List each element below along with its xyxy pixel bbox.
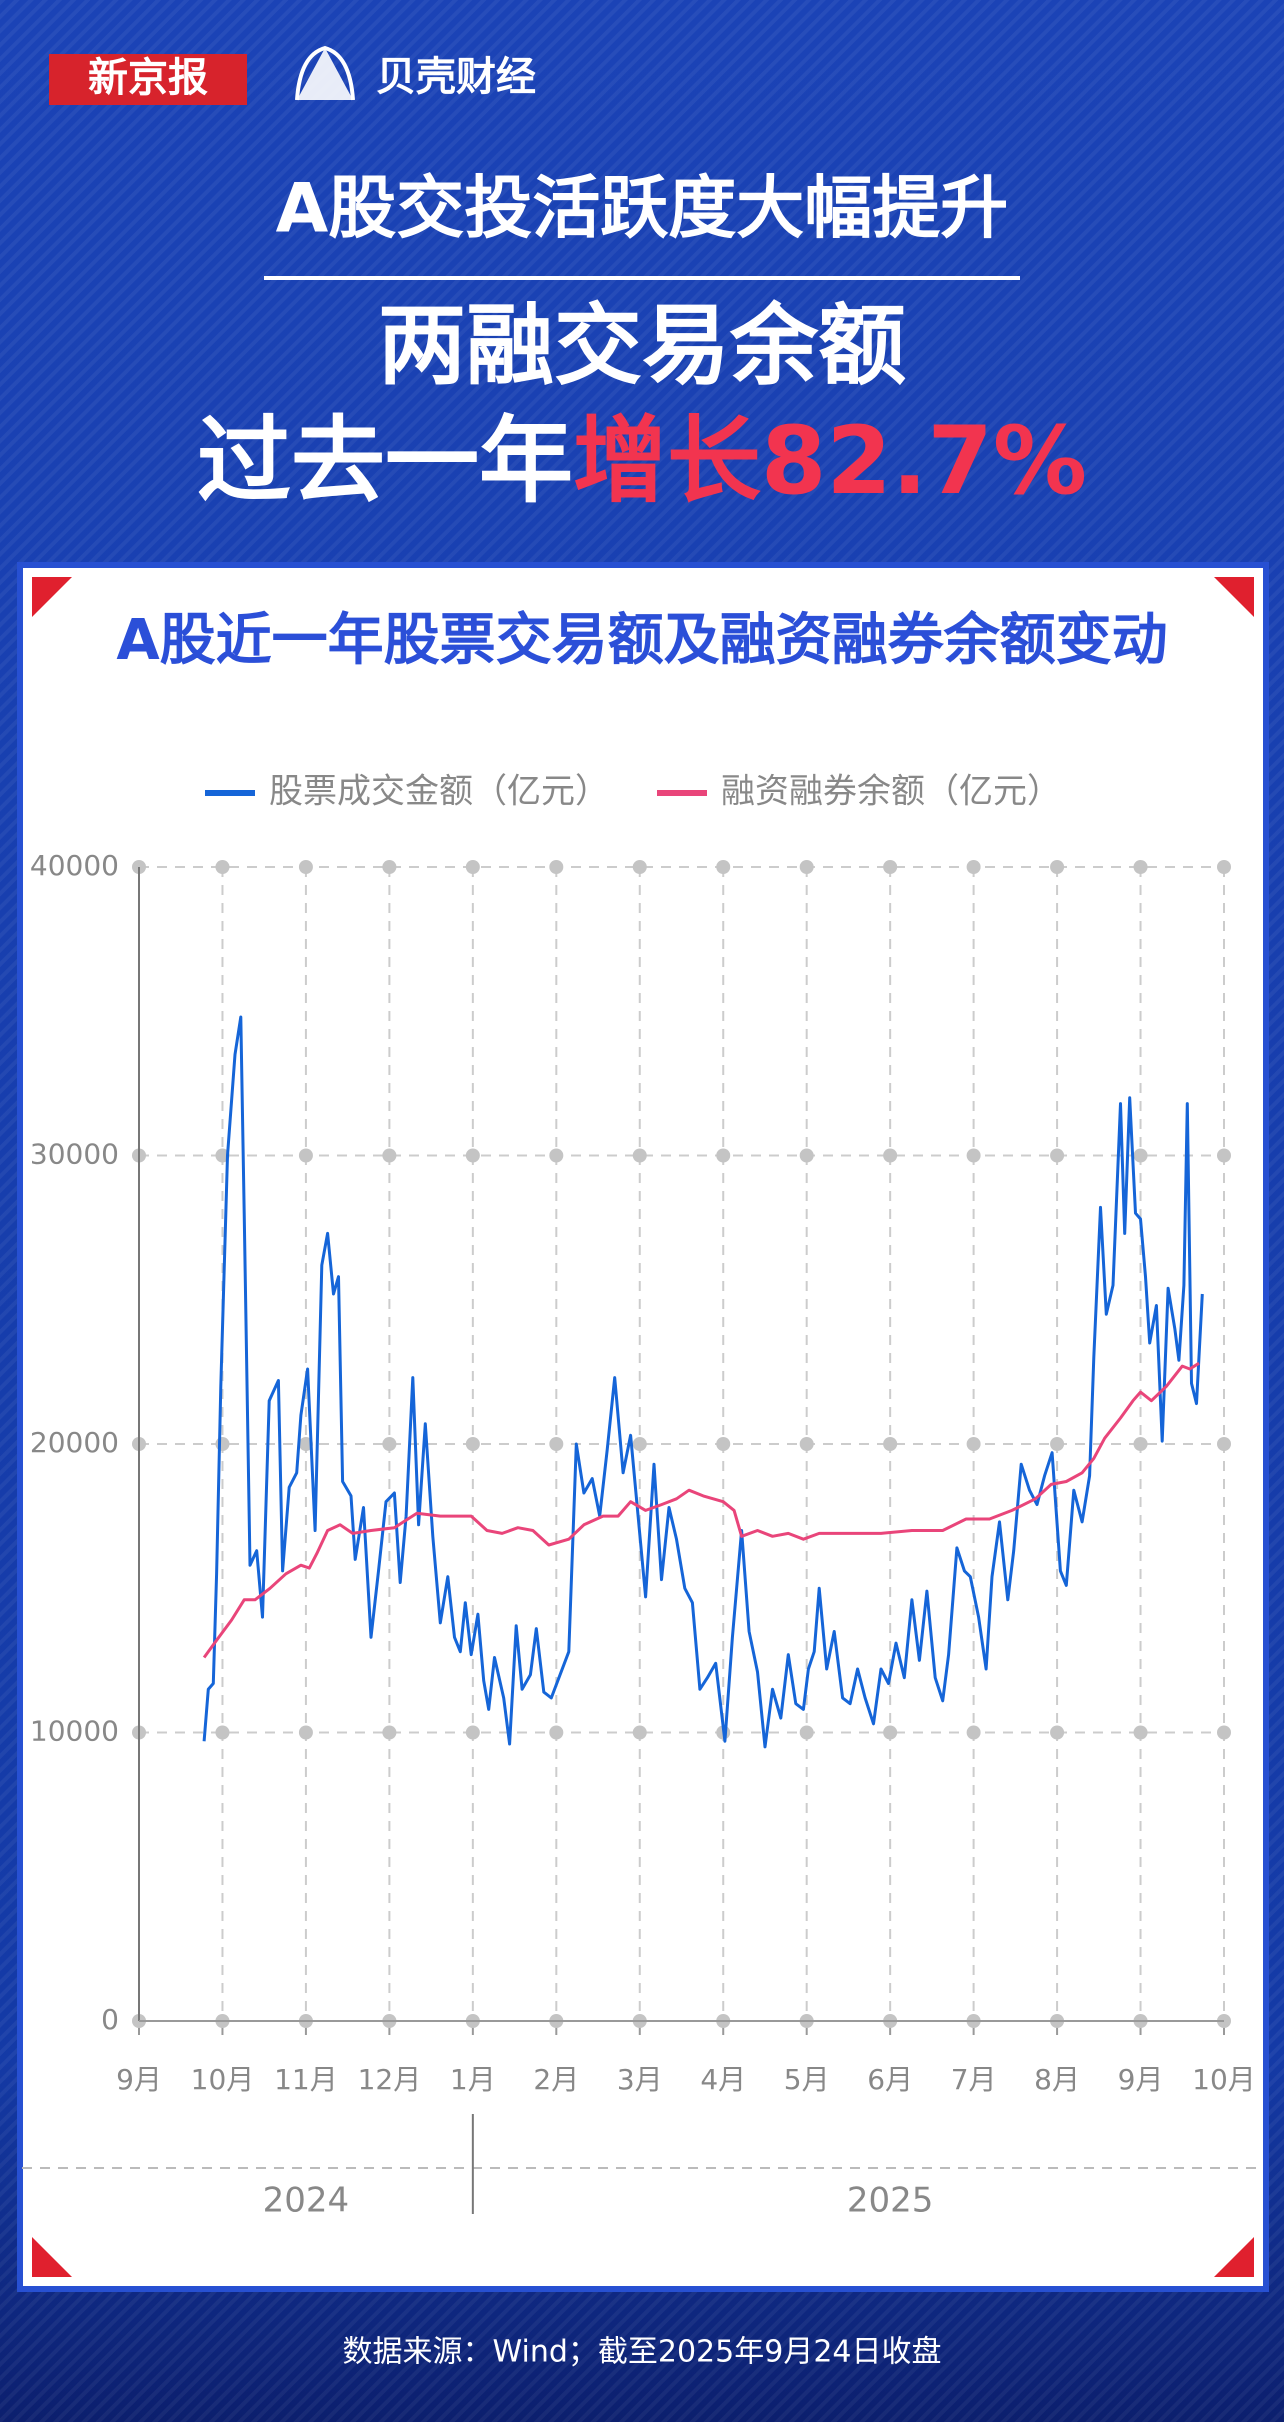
subline-2: 过去一年增长82.7% [197, 407, 1087, 516]
y-tick-label: 0 [101, 2003, 119, 2036]
grid-dot [215, 1725, 230, 1740]
x-tick-label: 11月 [274, 2063, 338, 2096]
subline-2-prefix: 过去一年 [197, 407, 573, 516]
x-tick-label: 3月 [617, 2063, 663, 2096]
grid-dot [799, 1437, 814, 1451]
year-label: 2025 [847, 2181, 934, 2221]
grid-dot [1217, 1148, 1231, 1163]
x-tick-label: 5月 [784, 2063, 830, 2096]
x-tick-label: 9月 [1118, 2063, 1164, 2096]
grid-dot [382, 1725, 397, 1740]
grid-dot [1050, 1437, 1065, 1451]
grid-dot [1133, 1148, 1148, 1163]
grid-dot [966, 1437, 981, 1451]
series-line [202, 1015, 1204, 1749]
y-tick-label: 30000 [30, 1138, 119, 1171]
grid-dot [298, 1148, 313, 1163]
x-tick-label: 1月 [450, 2063, 496, 2096]
grid-dot [1217, 860, 1231, 874]
grid-dot [549, 1148, 564, 1163]
grid-dot [966, 860, 981, 874]
logo-box [49, 54, 247, 105]
x-tick-label: 4月 [700, 2063, 746, 2096]
grid-dot [549, 860, 564, 874]
y-tick-label: 20000 [30, 1426, 119, 1459]
grid-dot [382, 1437, 397, 1451]
x-tick-label: 10月 [1192, 2063, 1256, 2096]
grid-dot [966, 1148, 981, 1163]
grid-dot [1217, 1437, 1231, 1451]
year-label: 2024 [263, 2181, 350, 2221]
grid-dot [1217, 1725, 1231, 1740]
shell-icon [295, 45, 355, 101]
grid-dot [1050, 1725, 1065, 1740]
headline: A股交投活跃度大幅提升 [276, 170, 1009, 249]
grid-dot [1133, 1725, 1148, 1740]
grid-dot [716, 1437, 731, 1451]
legend-label: 融资融券余额（亿元） [721, 772, 1061, 812]
grid-dot [549, 1725, 564, 1740]
subline-1: 两融交易余额 [378, 294, 906, 397]
grid-dot [465, 860, 480, 874]
x-tick-label: 12月 [358, 2063, 422, 2096]
grid-dot [1133, 1437, 1148, 1451]
x-tick-label: 7月 [951, 2063, 997, 2096]
grid-dot [298, 860, 313, 874]
legend-label: 股票成交金额（亿元） [269, 772, 609, 812]
x-tick-label: 8月 [1034, 2063, 1080, 2096]
grid-dot [883, 860, 898, 874]
x-tick-label: 9月 [116, 2063, 162, 2096]
y-tick-label: 10000 [30, 1715, 119, 1748]
logo-left: 新京报 [88, 54, 208, 101]
grid-dot [799, 860, 814, 874]
grid-dot [298, 1725, 313, 1740]
grid-dot [215, 860, 230, 874]
grid-dot [632, 1148, 647, 1163]
x-tick-label: 2月 [533, 2063, 579, 2096]
grid-dot [1133, 860, 1148, 874]
x-tick-label: 6月 [867, 2063, 913, 2096]
grid-dot [883, 1725, 898, 1740]
grid-dot [883, 1148, 898, 1163]
grid-dot [716, 1148, 731, 1163]
grid-dot [799, 1725, 814, 1740]
grid-dot [465, 1148, 480, 1163]
logo-right: 贝壳财经 [376, 54, 536, 100]
series-line [202, 1361, 1200, 1659]
grid-dot [549, 1437, 564, 1451]
grid-dot [215, 1437, 230, 1451]
y-tick-label: 40000 [30, 849, 119, 882]
grid-dot [716, 860, 731, 874]
subline-2-highlight: 增长82.7% [573, 407, 1087, 516]
grid-dot [382, 1148, 397, 1163]
grid-dot [883, 1437, 898, 1451]
grid-dot [632, 860, 647, 874]
grid-dot [632, 1437, 647, 1451]
grid-dot [799, 1148, 814, 1163]
card [17, 562, 1269, 2292]
grid-dot [966, 1725, 981, 1740]
grid-dot [465, 1437, 480, 1451]
grid-dot [465, 1725, 480, 1740]
grid-dot [1050, 1148, 1065, 1163]
x-tick-label: 10月 [191, 2063, 255, 2096]
grid-dot [632, 1725, 647, 1740]
grid-dot [382, 860, 397, 874]
source: 数据来源：Wind；截至2025年9月24日收盘 [342, 2335, 941, 2370]
grid-dot [1050, 860, 1065, 874]
chart-title: A股近一年股票交易额及融资融券余额变动 [116, 608, 1167, 673]
